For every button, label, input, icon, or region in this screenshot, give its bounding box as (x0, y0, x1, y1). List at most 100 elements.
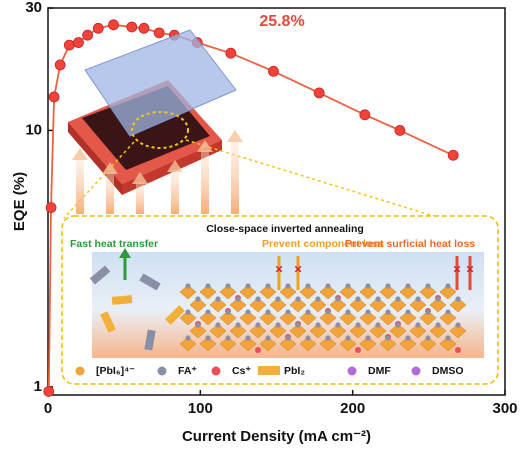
octahedron (359, 284, 377, 300)
octahedron (199, 284, 217, 300)
data-point (313, 87, 325, 99)
legend-symbol (411, 366, 421, 376)
precursor (144, 329, 156, 351)
octahedron (419, 336, 437, 352)
data-point (138, 22, 150, 34)
lattice (89, 265, 467, 353)
x-tick-label: 300 (492, 400, 517, 417)
data-point (268, 65, 279, 77)
atom (365, 283, 371, 289)
blocked-x: × (294, 261, 302, 276)
precursor (111, 295, 133, 305)
x-tick-label: 100 (188, 400, 213, 417)
atom (295, 322, 301, 328)
atom (235, 296, 241, 302)
octahedron (329, 323, 347, 339)
octahedron (249, 297, 267, 313)
inset-title: Close-space inverted annealing (206, 223, 364, 235)
atom (195, 322, 201, 328)
precursor (100, 311, 116, 333)
atom (255, 322, 261, 328)
inset-note: Prevent component loss (262, 238, 384, 250)
heat-arrow (132, 172, 148, 184)
legend-symbol (258, 366, 280, 375)
octahedron (379, 310, 397, 326)
plot-area: 0 100 200 300 1 10 30 Current Density (mA cm⁻²)… (11, 0, 518, 445)
atom (405, 335, 411, 341)
legend-label: DMF (368, 365, 391, 377)
octahedron (229, 297, 247, 313)
heat-arrow (197, 140, 213, 152)
octahedron (259, 336, 277, 352)
annotation: 25.8% (259, 13, 304, 30)
octahedron (369, 323, 387, 339)
atom (225, 309, 231, 315)
octahedron (179, 284, 197, 300)
octahedron (239, 310, 257, 326)
octahedron (179, 310, 197, 326)
data-point (126, 21, 138, 33)
octahedron (379, 336, 397, 352)
octahedron (409, 297, 427, 313)
inset-legend: [PbI₆]⁴⁻ FA⁺ Cs⁺ PbI₂ DMF DMSO (75, 365, 464, 377)
atom (185, 283, 191, 289)
atom (305, 283, 311, 289)
atom (265, 309, 271, 315)
atom (395, 322, 401, 328)
legend-label: Cs⁺ (232, 365, 251, 377)
atom (395, 296, 401, 302)
blocked-x: × (453, 261, 461, 276)
heat-arrow (167, 160, 183, 172)
data-point (153, 27, 165, 39)
axes-frame (47, 7, 506, 396)
legend-label: FA⁺ (178, 365, 197, 377)
atom (375, 296, 381, 302)
atom (415, 296, 421, 302)
legend-label: PbI₂ (284, 365, 305, 377)
blocked-x: × (466, 261, 474, 276)
atom (345, 283, 351, 289)
data-point (54, 59, 66, 71)
precursor (165, 305, 185, 325)
data-point (48, 91, 60, 103)
octahedron (449, 323, 467, 339)
heat-arrow (76, 158, 84, 214)
atom (335, 322, 341, 328)
inset-note: Fast heat transfer (70, 238, 158, 250)
legend-label: DMSO (432, 365, 464, 377)
octahedron (319, 310, 337, 326)
octahedron (289, 323, 307, 339)
octahedron (299, 284, 317, 300)
atom (225, 335, 231, 341)
octahedron (319, 336, 337, 352)
legend-symbol (347, 366, 357, 376)
data-point (394, 124, 406, 136)
heat-arrow (231, 140, 239, 214)
octahedron (419, 310, 437, 326)
atom (325, 283, 331, 289)
legend-symbol (75, 366, 85, 376)
data-point (225, 47, 237, 59)
data-point (82, 29, 94, 41)
data-point (73, 37, 84, 48)
octahedron (429, 297, 447, 313)
octahedron (319, 284, 337, 300)
blocked-x: × (275, 261, 283, 276)
cover-glass (84, 29, 237, 137)
atom (375, 322, 381, 328)
octahedron (209, 297, 227, 313)
octahedron (449, 297, 467, 313)
atom (245, 283, 251, 289)
octahedron (289, 297, 307, 313)
atom (265, 283, 271, 289)
green-arrow (119, 248, 131, 258)
atom (435, 296, 441, 302)
atom (445, 309, 451, 315)
atom (315, 322, 321, 328)
octahedron (239, 336, 257, 352)
atom (385, 335, 391, 341)
heat-arrow (72, 148, 88, 160)
illustration (63, 29, 441, 219)
inset-note: Prevent surficial heat loss (345, 238, 475, 250)
octahedron (429, 323, 447, 339)
